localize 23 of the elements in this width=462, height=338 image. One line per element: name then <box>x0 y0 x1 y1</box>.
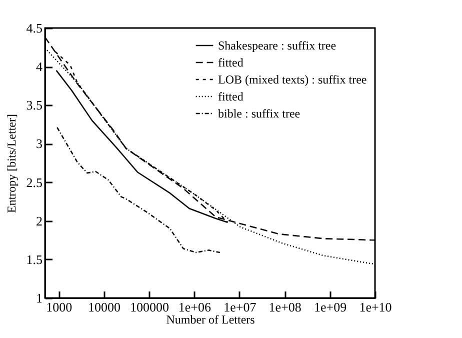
y-tick-label: 3 <box>36 136 42 152</box>
legend-label: LOB (mixed texts) : suffix tree <box>218 72 367 86</box>
legend-label: fitted <box>218 90 244 104</box>
y-tick-label: 3.5 <box>26 98 42 113</box>
x-tick-label: 1e+08 <box>268 300 302 314</box>
x-tick-label: 10000 <box>88 300 121 314</box>
x-tick-label: 1000 <box>46 300 72 314</box>
y-tick-label: 4 <box>36 59 43 74</box>
x-tick-label: 1e+10 <box>359 300 392 314</box>
y-tick-label: 1 <box>36 290 42 306</box>
legend-label: fitted <box>218 56 244 70</box>
y-tick-label: 1.5 <box>26 252 42 267</box>
x-tick-label: 1e+07 <box>224 300 257 314</box>
y-tick-label: 4.5 <box>26 20 42 36</box>
y-tick-label: 2 <box>36 213 42 228</box>
x-tick-label: 1e+09 <box>314 300 347 314</box>
y-axis-title: Entropy [bits/Letter] <box>4 114 18 213</box>
legend-label: bible : suffix tree <box>218 106 300 120</box>
legend-label: Shakespeare : suffix tree <box>218 38 336 52</box>
y-tick-label: 2.5 <box>26 174 42 190</box>
x-tick-label: 1e+06 <box>178 300 212 314</box>
x-tick-label: 100000 <box>130 300 170 314</box>
x-axis-title: Number of Letters <box>166 312 256 326</box>
